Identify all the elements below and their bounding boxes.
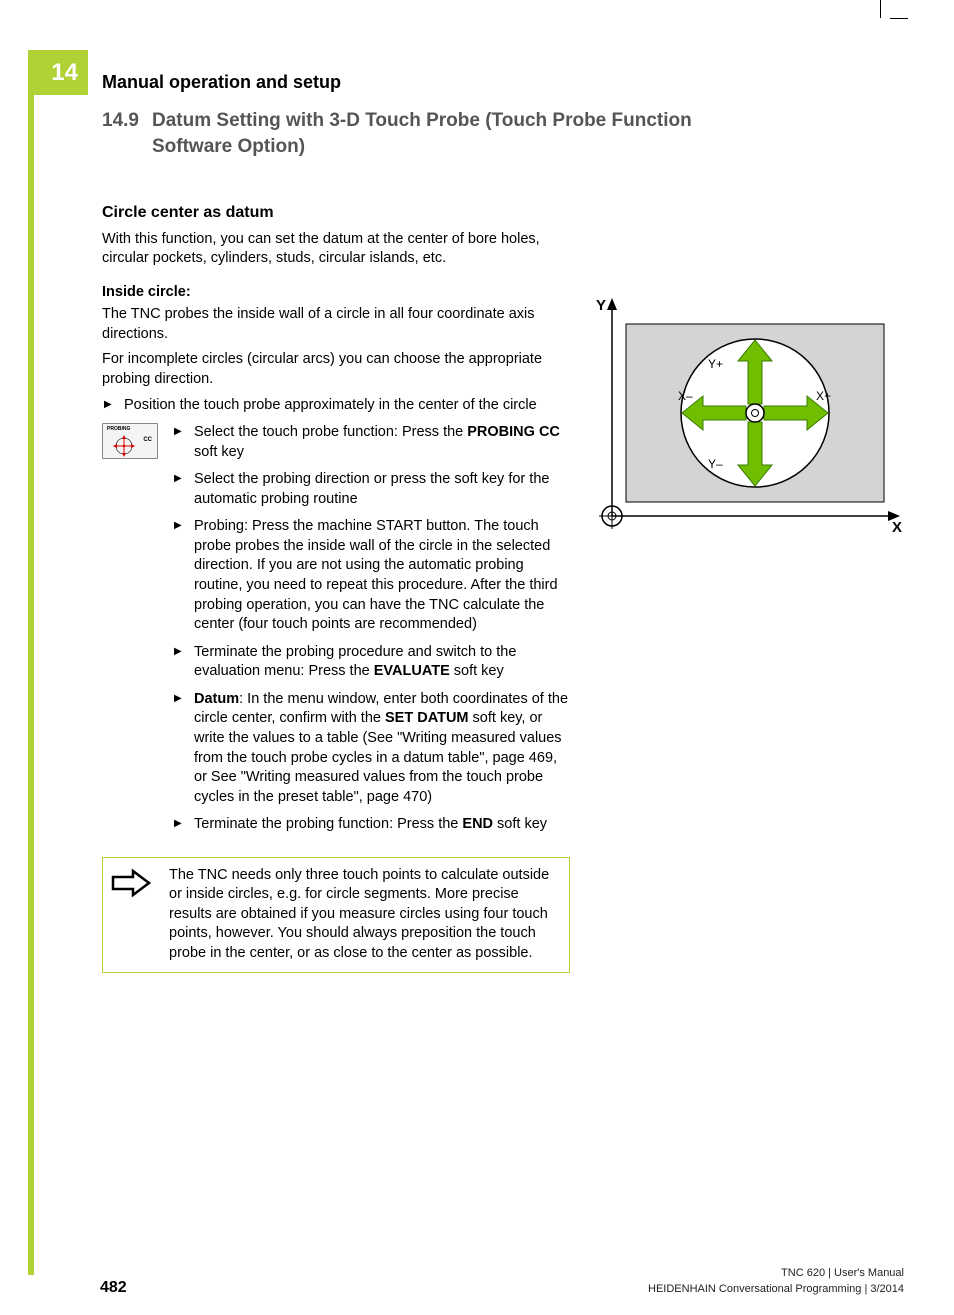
note-box: The TNC needs only three touch points to… [102,857,570,973]
page-number: 482 [100,1279,127,1297]
svg-text:Y: Y [596,297,606,314]
probe-diagram: Y X Y+ Y– X– X+ {" [588,296,906,536]
step-list-inner: Select the touch probe function: Press t… [172,423,570,835]
probe-cross-icon [111,435,137,457]
svg-text:X+: X+ [816,389,831,403]
step-3: Probing: Press the machine START button.… [190,517,570,634]
section-number: 14.9 [102,108,152,134]
intro-para: With this function, you can set the datu… [102,230,570,269]
note-arrow-icon [109,866,169,905]
side-strip [28,95,34,1275]
note-text: The TNC needs only three touch points to… [169,866,559,964]
step-2: Select the probing direction or press th… [190,470,570,509]
step-position: Position the touch probe approximately i… [120,396,570,416]
probing-cc-softkey-icon: PROBING CC [102,423,158,459]
softkey-steps-block: PROBING CC Select the touch probe functi… [102,423,570,843]
step-5: Datum: In the menu window, enter both co… [190,690,570,807]
section-text: Datum Setting with 3-D Touch Probe (Touc… [152,108,712,159]
content-column: Circle center as datum With this functio… [102,202,570,973]
subheading: Circle center as datum [102,202,570,224]
svg-text:Y+: Y+ [708,357,723,371]
footer-text: TNC 620 | User's Manual HEIDENHAIN Conve… [648,1266,904,1297]
chapter-number: 14 [51,59,78,87]
chapter-title: Manual operation and setup [102,72,341,93]
svg-text:Y–: Y– [708,457,723,471]
step-list-outer: Position the touch probe approximately i… [102,396,570,416]
step-1: Select the touch probe function: Press t… [190,423,570,462]
step-6: Terminate the probing function: Press th… [190,815,570,835]
section-title: 14.9Datum Setting with 3-D Touch Probe (… [102,108,742,159]
svg-text:X–: X– [678,389,693,403]
chapter-tab: 14 [28,50,88,95]
inside-circle-heading: Inside circle: [102,283,570,303]
para-1: The TNC probes the inside wall of a circ… [102,305,570,344]
svg-text:X: X [892,519,902,536]
footer: 482 TNC 620 | User's Manual HEIDENHAIN C… [100,1266,904,1297]
step-4: Terminate the probing procedure and swit… [190,643,570,682]
para-2: For incomplete circles (circular arcs) y… [102,350,570,389]
